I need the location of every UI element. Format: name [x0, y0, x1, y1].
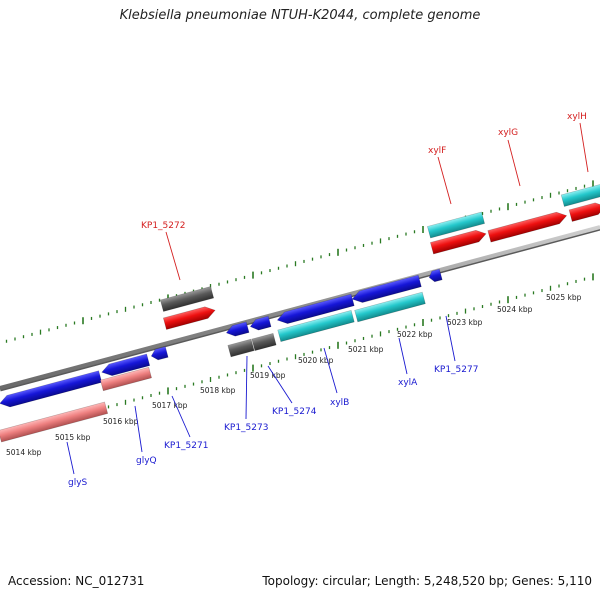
- gene-xylF-red: [430, 229, 487, 255]
- axis-tick-label: 5024 kbp: [497, 305, 533, 314]
- label-leader-line: [579, 122, 589, 173]
- label-leader-line: [66, 441, 75, 475]
- gene-labels: glyS glyQ KP1_5271 KP1_5272 KP1_5273 KP1_5274…: [68, 112, 587, 488]
- label-leader-line: [323, 347, 338, 394]
- genome-backbone-highlight: [0, 225, 600, 390]
- gene-KP1_5273-a: [249, 315, 272, 331]
- axis-tick-label: 5023 kbp: [447, 318, 483, 327]
- axis-tick-label: 5015 kbp: [55, 433, 91, 442]
- label-leader-line: [165, 231, 181, 281]
- gene-label-glyQ: glyQ: [136, 456, 157, 466]
- gene-blue-small-a: [225, 321, 250, 337]
- gene-KP1_5274: [276, 293, 355, 324]
- axis-tick-label: 5016 kbp: [103, 417, 139, 426]
- gene-label-xylG: xylG: [498, 128, 518, 138]
- axis-tick-label: 5025 kbp: [546, 293, 582, 302]
- gene-KP1_5277: [428, 268, 443, 283]
- gene-KP1_5272: [162, 306, 216, 330]
- map-title: Klebsiella pneumoniae NTUH-K2044, comple…: [119, 8, 481, 23]
- axis-tick-label: 5014 kbp: [6, 448, 42, 457]
- gene-label-xylF: xylF: [428, 146, 446, 156]
- gene-label-KP1_5274: KP1_5274: [272, 407, 317, 417]
- label-leader-line: [171, 395, 191, 438]
- gene-label-glyS: glyS: [68, 478, 88, 488]
- gene-xylB-blue: [351, 274, 422, 303]
- axis-tick-label: 5019 kbp: [250, 371, 286, 380]
- gene-pink-segment: [100, 366, 152, 392]
- label-leader-line: [437, 156, 452, 205]
- gene-xylF: [427, 211, 485, 239]
- gene-gray-b: [251, 332, 277, 352]
- accession-text: Accession: NC_012731: [8, 574, 145, 588]
- axis-tick-label: 5017 kbp: [152, 401, 188, 410]
- axis-tick-labels: 5014 kbp 5015 kbp 5016 kbp 5017 kbp 5018 kbp…: [6, 293, 582, 457]
- gene-xylB: [277, 309, 355, 343]
- gene-KP1_5273: [227, 338, 255, 358]
- gene-xylH: [560, 183, 600, 207]
- upper-tick-track: [5, 180, 594, 343]
- gene-label-KP1_5272: KP1_5272: [141, 221, 185, 231]
- gene-xylH-red: [568, 202, 600, 222]
- axis-tick-label: 5022 kbp: [397, 330, 433, 339]
- genome-stats-text: Topology: circular; Length: 5,248,520 bp…: [262, 574, 592, 588]
- label-leader-line: [445, 315, 456, 362]
- axis-tick-label: 5021 kbp: [348, 345, 384, 354]
- gene-label-leaders: [66, 122, 589, 475]
- gene-glyQ: [101, 353, 151, 376]
- label-leader-line: [267, 365, 293, 404]
- gene-label-KP1_5273: KP1_5273: [224, 423, 268, 433]
- gene-glyS: [0, 401, 109, 443]
- label-leader-line: [245, 355, 248, 420]
- gene-label-xylH: xylH: [567, 112, 587, 122]
- gene-xylA: [354, 291, 426, 323]
- gene-label-xylB: xylB: [330, 398, 349, 408]
- label-leader-line: [398, 337, 408, 375]
- gene-features: [0, 183, 600, 443]
- gene-label-KP1_5271: KP1_5271: [164, 441, 208, 451]
- axis-tick-label: 5020 kbp: [298, 356, 334, 365]
- label-leader-line: [507, 139, 521, 187]
- label-leader-line: [134, 405, 143, 453]
- gene-xylG: [487, 211, 568, 243]
- gene-label-KP1_5277: KP1_5277: [434, 365, 478, 375]
- gene-KP1_5271: [150, 346, 169, 361]
- gene-KP1_5272-a: [159, 286, 215, 312]
- axis-tick-label: 5018 kbp: [200, 386, 236, 395]
- gene-label-xylA: xylA: [398, 378, 418, 388]
